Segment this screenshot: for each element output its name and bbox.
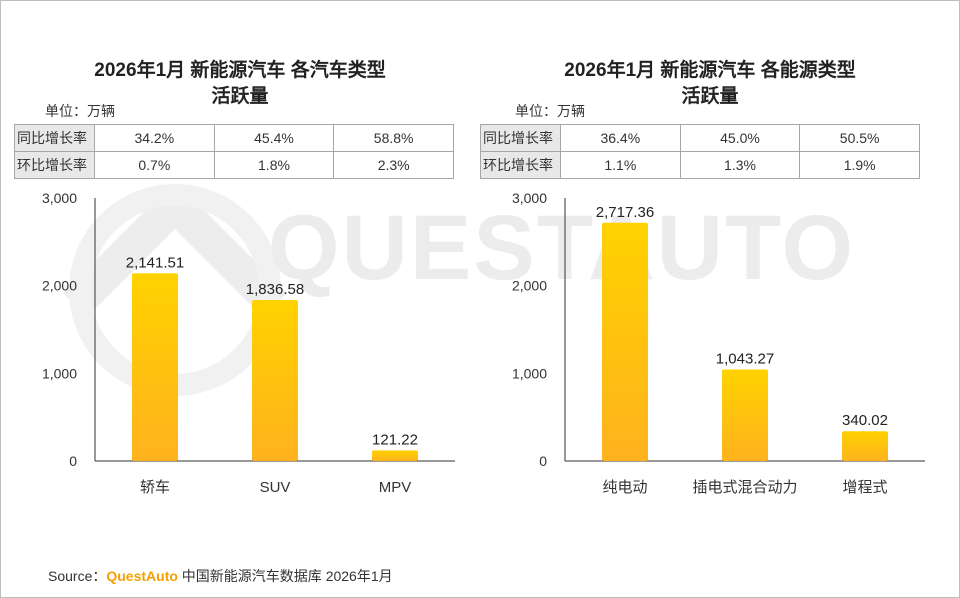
source-prefix: Source： bbox=[48, 568, 107, 584]
table-cell: 50.5% bbox=[799, 124, 920, 152]
table-cell: 45.0% bbox=[679, 124, 801, 152]
table-cell: 58.8% bbox=[333, 124, 454, 152]
table-cell: 45.4% bbox=[213, 124, 335, 152]
category-label: 增程式 bbox=[842, 479, 887, 496]
y-tick-label: 2,000 bbox=[512, 278, 547, 294]
table-cell: 1.1% bbox=[560, 151, 681, 179]
unit-label: 单位：万辆 bbox=[515, 103, 585, 119]
table-row: 环比增长率 0.7% 1.8% 2.3% bbox=[14, 151, 454, 179]
growth-table: 同比增长率 34.2% 45.4% 58.8% 环比增长率 0.7% 1.8% … bbox=[14, 124, 454, 179]
source-text: 中国新能源汽车数据库 2026年1月 bbox=[177, 568, 393, 584]
table-cell: 1.9% bbox=[799, 151, 920, 179]
bar bbox=[602, 222, 648, 461]
chart-title-line2: 活跃量 bbox=[211, 86, 269, 107]
category-label: 轿车 bbox=[140, 479, 170, 496]
unit-label: 单位：万辆 bbox=[45, 103, 115, 119]
bar-chart-energy-type: 0 1,000 2,000 3,000 2,717.36 纯电动 1,043.27 插电式混合… bbox=[512, 190, 925, 496]
row-header: 同比增长率 bbox=[480, 124, 561, 152]
table-row: 同比增长率 36.4% 45.0% 50.5% bbox=[480, 124, 920, 152]
data-label: 121.22 bbox=[372, 431, 418, 448]
table-cell: 36.4% bbox=[560, 124, 681, 152]
chart-title: 2026年1月 新能源汽车 各汽车类型 活跃量 bbox=[0, 58, 480, 110]
bar bbox=[722, 369, 768, 461]
category-label: 插电式混合动力 bbox=[692, 479, 797, 496]
row-header: 同比增长率 bbox=[14, 124, 95, 152]
table-cell: 0.7% bbox=[94, 151, 215, 179]
y-tick-label: 0 bbox=[69, 453, 77, 469]
data-label: 340.02 bbox=[842, 412, 888, 429]
bar bbox=[132, 273, 178, 461]
table-cell: 34.2% bbox=[94, 124, 215, 152]
table-row: 同比增长率 34.2% 45.4% 58.8% bbox=[14, 124, 454, 152]
table-cell: 1.8% bbox=[213, 151, 335, 179]
category-label: MPV bbox=[379, 479, 412, 496]
data-label: 1,043.27 bbox=[716, 351, 774, 368]
panel-energy-type: 2026年1月 新能源汽车 各能源类型 活跃量 单位：万辆 同比增长率 36.4… bbox=[470, 0, 950, 560]
table-cell: 2.3% bbox=[333, 151, 454, 179]
data-label: 1,836.58 bbox=[246, 281, 304, 298]
y-tick-label: 1,000 bbox=[512, 365, 547, 381]
y-tick-label: 3,000 bbox=[512, 190, 547, 206]
panel-vehicle-type: 2026年1月 新能源汽车 各汽车类型 活跃量 单位：万辆 同比增长率 34.2… bbox=[0, 0, 480, 560]
row-header: 环比增长率 bbox=[480, 151, 561, 179]
data-label: 2,141.51 bbox=[126, 254, 184, 271]
table-row: 环比增长率 1.1% 1.3% 1.9% bbox=[480, 151, 920, 179]
y-tick-label: 2,000 bbox=[42, 278, 77, 294]
chart-title-line2: 活跃量 bbox=[681, 86, 739, 107]
bar bbox=[252, 299, 298, 461]
bar bbox=[842, 431, 888, 461]
y-tick-label: 3,000 bbox=[42, 190, 77, 206]
chart-title: 2026年1月 新能源汽车 各能源类型 活跃量 bbox=[470, 58, 950, 110]
row-header: 环比增长率 bbox=[14, 151, 95, 179]
bar-chart-vehicle-type: 0 1,000 2,000 3,000 2,141.51 轿车 1,836.58 SUV 121… bbox=[42, 190, 455, 496]
growth-table: 同比增长率 36.4% 45.0% 50.5% 环比增长率 1.1% 1.3% … bbox=[480, 124, 920, 179]
chart-title-line1: 2026年1月 新能源汽车 各能源类型 bbox=[564, 60, 856, 81]
y-tick-label: 1,000 bbox=[42, 365, 77, 381]
table-cell: 1.3% bbox=[679, 151, 801, 179]
y-tick-label: 0 bbox=[539, 453, 547, 469]
source-brand: QuestAuto bbox=[106, 568, 178, 584]
category-label: SUV bbox=[260, 479, 291, 496]
data-label: 2,717.36 bbox=[596, 204, 654, 221]
bar bbox=[372, 450, 418, 461]
chart-title-line1: 2026年1月 新能源汽车 各汽车类型 bbox=[94, 60, 386, 81]
category-label: 纯电动 bbox=[602, 479, 647, 496]
source-note: Source：QuestAuto 中国新能源汽车数据库 2026年1月 bbox=[48, 566, 393, 586]
